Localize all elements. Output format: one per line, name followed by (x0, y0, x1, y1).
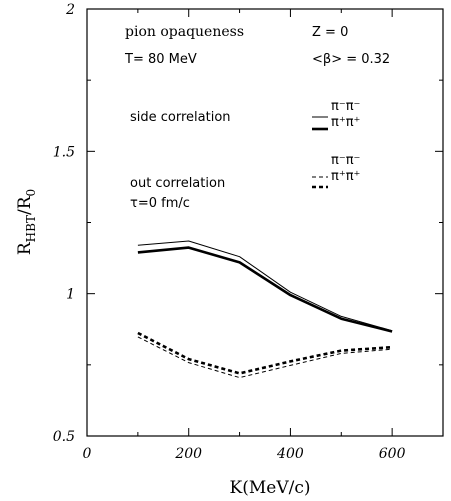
z-value-label: Z = 0 (312, 25, 348, 40)
side-correlation-label: side correlation (130, 110, 231, 125)
series-side-pi-minus (137, 240, 393, 332)
temperature-label: T= 80 MeV (124, 52, 197, 67)
legend-side-pi-plus-label: π⁺π⁺ (331, 115, 360, 130)
series-out-pi-plus (137, 331, 393, 375)
x-axis-title: K(MeV/c) (230, 478, 311, 498)
x-tick-label: 0 (83, 446, 92, 462)
legend-out-pi-minus-label: π⁻π⁻ (331, 153, 360, 168)
legend: π⁻π⁻ π⁺π⁺ π⁻π⁻ π⁺π⁺ (312, 99, 360, 189)
y-tick-label: 1 (66, 287, 75, 303)
y-tick-label: 0.5 (53, 429, 75, 445)
pion-opaqueness-label: pion opaqueness (125, 24, 244, 40)
y-tick-label: 2 (65, 2, 75, 18)
tau-label: τ=0 fm/c (130, 196, 190, 211)
x-tick-label: 600 (379, 446, 406, 462)
y-axis-title: RHBT/R0 (15, 189, 38, 255)
legend-side-pi-minus-label: π⁻π⁻ (331, 99, 360, 114)
series-lines (137, 240, 393, 379)
legend-out-pi-plus-label: π⁺π⁺ (331, 169, 360, 184)
series-out-pi-minus (137, 336, 393, 379)
axis-ticks (86, 8, 443, 437)
series-side-pi-plus (137, 246, 393, 333)
out-correlation-label: out correlation (130, 176, 225, 191)
x-tick-label: 400 (276, 446, 304, 462)
y-tick-label: 1.5 (53, 144, 75, 160)
x-tick-label: 200 (174, 446, 202, 462)
beta-label: <β> = 0.32 (312, 52, 390, 67)
tick-labels: 0 200 400 600 0.5 1 1.5 2 (53, 2, 406, 462)
